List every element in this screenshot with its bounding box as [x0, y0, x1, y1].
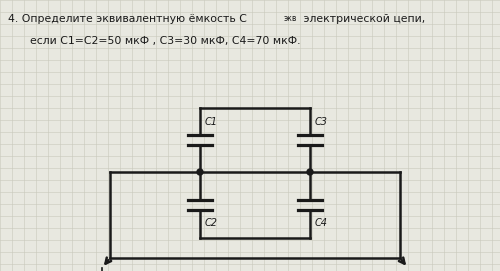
Text: C3: C3 [315, 117, 328, 127]
Text: экв: экв [284, 14, 298, 23]
Text: электрической цепи,: электрической цепи, [300, 14, 425, 24]
Circle shape [307, 169, 313, 175]
Text: 4. Определите эквивалентную ёмкость С: 4. Определите эквивалентную ёмкость С [8, 14, 247, 24]
Text: C4: C4 [315, 218, 328, 228]
Text: C2: C2 [205, 218, 218, 228]
Circle shape [197, 169, 203, 175]
Text: если С1=С2=50 мкФ , С3=30 мкФ, С4=70 мкФ.: если С1=С2=50 мкФ , С3=30 мкФ, С4=70 мкФ… [30, 36, 300, 46]
Text: C1: C1 [205, 117, 218, 127]
